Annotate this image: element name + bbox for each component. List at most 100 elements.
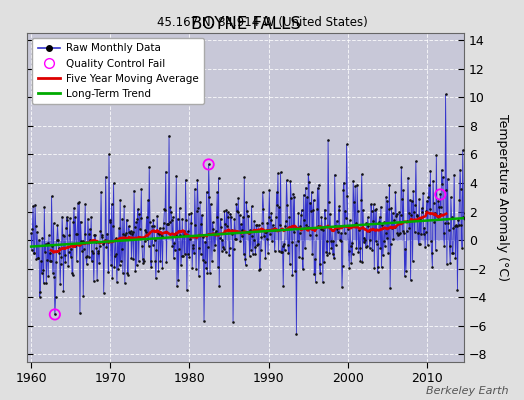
Point: [36, 293, 44, 300]
Point: [363, 243, 371, 250]
Point: [209, 219, 217, 226]
Point: [192, 208, 201, 215]
Point: [416, 240, 424, 247]
Point: [458, 244, 466, 251]
Point: [435, 204, 443, 210]
Point: [95, 260, 103, 266]
Point: [380, 219, 388, 225]
Point: [335, 203, 344, 210]
Point: [255, 222, 263, 229]
Point: [72, 258, 81, 264]
Point: [367, 201, 375, 208]
Point: [129, 256, 138, 262]
Point: [40, 204, 49, 210]
Point: [184, 250, 192, 257]
Point: [162, 259, 171, 266]
Point: [438, 181, 446, 187]
Point: [246, 227, 254, 233]
Point: [308, 250, 316, 257]
Point: [440, 230, 448, 236]
Point: [85, 254, 93, 260]
Point: [326, 210, 334, 217]
Point: [305, 232, 314, 238]
Point: [330, 255, 338, 262]
Point: [323, 238, 331, 244]
Point: [303, 224, 312, 230]
Point: [329, 251, 337, 257]
Point: [117, 258, 125, 264]
Point: [355, 227, 363, 233]
Point: [339, 187, 347, 193]
Point: [426, 168, 434, 174]
Point: [296, 230, 304, 236]
Point: [224, 214, 233, 220]
Point: [36, 288, 45, 295]
Point: [64, 249, 73, 256]
Point: [254, 241, 263, 247]
Point: [312, 232, 320, 238]
Point: [375, 219, 383, 226]
Point: [359, 207, 367, 213]
Point: [336, 238, 345, 245]
Point: [412, 213, 421, 220]
Point: [331, 222, 340, 229]
Point: [138, 256, 147, 262]
Point: [57, 254, 66, 260]
Point: [309, 207, 317, 213]
Point: [126, 230, 134, 237]
Point: [228, 227, 236, 234]
Point: [336, 237, 344, 244]
Point: [391, 188, 400, 195]
Point: [135, 258, 143, 264]
Point: [59, 288, 68, 294]
Point: [420, 225, 429, 231]
Point: [88, 258, 96, 264]
Point: [319, 279, 327, 285]
Point: [401, 246, 409, 252]
Point: [456, 185, 465, 192]
Point: [30, 249, 39, 256]
Point: [449, 224, 457, 231]
Point: [306, 199, 314, 206]
Point: [405, 224, 413, 231]
Point: [135, 211, 144, 217]
Point: [226, 210, 235, 217]
Point: [113, 279, 121, 285]
Point: [93, 276, 101, 283]
Point: [45, 232, 53, 239]
Point: [157, 231, 165, 237]
Point: [160, 206, 169, 212]
Point: [266, 230, 274, 237]
Point: [61, 259, 70, 266]
Point: [316, 270, 324, 276]
Point: [261, 254, 269, 261]
Point: [143, 214, 151, 220]
Point: [425, 182, 433, 188]
Point: [449, 250, 457, 256]
Point: [280, 241, 288, 247]
Point: [422, 208, 431, 214]
Point: [282, 177, 291, 184]
Point: [206, 201, 215, 207]
Point: [156, 258, 165, 265]
Point: [168, 217, 176, 223]
Point: [101, 237, 109, 243]
Point: [211, 242, 220, 248]
Point: [250, 244, 259, 250]
Point: [69, 219, 78, 226]
Point: [65, 232, 73, 238]
Title: BOYNE FALLS: BOYNE FALLS: [191, 15, 301, 33]
Point: [462, 219, 470, 225]
Point: [193, 176, 202, 183]
Point: [48, 242, 57, 249]
Point: [163, 221, 172, 227]
Point: [75, 199, 83, 205]
Point: [242, 261, 250, 268]
Point: [257, 234, 266, 240]
Point: [225, 245, 234, 252]
Point: [137, 186, 146, 192]
Point: [92, 239, 100, 245]
Point: [80, 230, 89, 237]
Point: [44, 273, 52, 279]
Point: [333, 226, 342, 233]
